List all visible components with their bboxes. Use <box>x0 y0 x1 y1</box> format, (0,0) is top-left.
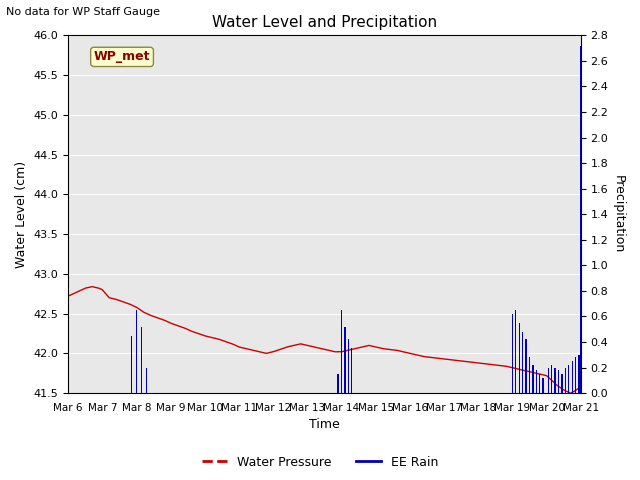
Bar <box>587 323 588 393</box>
Bar <box>536 370 537 393</box>
Legend: Water Pressure, EE Rain: Water Pressure, EE Rain <box>196 451 444 474</box>
Bar <box>515 310 516 393</box>
Bar <box>136 310 137 393</box>
X-axis label: Time: Time <box>309 419 340 432</box>
Bar <box>568 365 570 393</box>
Bar <box>590 332 591 393</box>
Bar <box>344 327 346 393</box>
Bar <box>558 370 559 393</box>
Bar <box>600 357 602 393</box>
Bar <box>597 348 598 393</box>
Bar <box>337 374 339 393</box>
Text: No data for WP Staff Gauge: No data for WP Staff Gauge <box>6 7 161 17</box>
Bar <box>543 378 544 393</box>
Bar <box>341 310 342 393</box>
Bar <box>594 339 595 393</box>
Title: Water Level and Precipitation: Water Level and Precipitation <box>212 15 437 30</box>
Bar <box>348 339 349 393</box>
Bar <box>579 355 580 393</box>
Y-axis label: Precipitation: Precipitation <box>612 175 625 253</box>
Bar <box>131 336 132 393</box>
Bar <box>146 368 147 393</box>
Bar <box>551 365 552 393</box>
Bar <box>351 348 353 393</box>
Bar <box>580 46 581 393</box>
Bar <box>529 357 530 393</box>
Bar <box>554 368 556 393</box>
Text: WP_met: WP_met <box>94 50 150 63</box>
Bar <box>561 374 563 393</box>
Bar <box>522 332 524 393</box>
Bar <box>575 357 576 393</box>
Bar <box>512 314 513 393</box>
Bar <box>518 323 520 393</box>
Bar <box>525 339 527 393</box>
Y-axis label: Water Level (cm): Water Level (cm) <box>15 161 28 268</box>
Bar <box>141 327 142 393</box>
Bar <box>564 368 566 393</box>
Bar <box>548 368 549 393</box>
Bar <box>532 365 534 393</box>
Bar <box>572 361 573 393</box>
Bar <box>539 374 540 393</box>
